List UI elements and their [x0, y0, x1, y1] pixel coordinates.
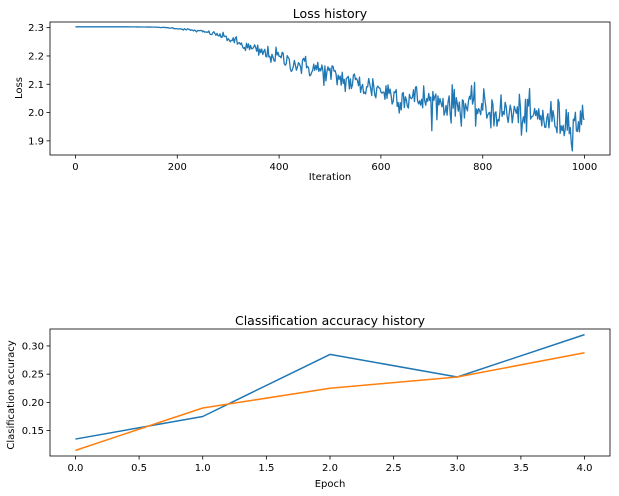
loss-y-label: Loss: [14, 77, 25, 99]
loss-x-tick-label: 400: [270, 162, 289, 173]
accuracy-x-tick-label: 3.5: [513, 463, 529, 474]
accuracy-y-tick-label: 0.20: [22, 398, 44, 409]
loss-x-tick-label: 200: [168, 162, 187, 173]
loss-x-tick-label: 800: [473, 162, 492, 173]
accuracy-y-tick-label: 0.25: [22, 370, 44, 381]
accuracy-y-label: Clasification accuracy: [6, 340, 17, 449]
loss-y-tick-label: 2.2: [28, 51, 44, 62]
accuracy-y-ticks: 0.15 0.20 0.25 0.30: [22, 341, 50, 437]
accuracy-series-line-0: [75, 333, 585, 440]
accuracy-chart-title: Classification accuracy history: [235, 313, 426, 328]
loss-x-tick-label: 600: [371, 162, 390, 173]
accuracy-y-tick-label: 0.15: [22, 426, 44, 437]
accuracy-x-tick-label: 1.0: [195, 463, 211, 474]
loss-plot-area: [75, 26, 585, 152]
loss-y-ticks: 1.9 2.0 2.1 2.2 2.3: [28, 23, 50, 147]
accuracy-x-label: Epoch: [315, 479, 346, 490]
accuracy-x-tick-label: 2.0: [322, 463, 338, 474]
loss-x-tick-label: 1000: [572, 162, 597, 173]
loss-x-ticks: 0 200 400 600 800 1000: [72, 155, 597, 173]
accuracy-y-tick-label: 0.30: [22, 341, 44, 352]
loss-y-tick-label: 1.9: [28, 136, 44, 147]
loss-y-tick-label: 2.0: [28, 108, 44, 119]
loss-y-tick-label: 2.1: [28, 80, 44, 91]
accuracy-axes-frame: [49, 328, 611, 457]
accuracy-x-tick-label: 0.0: [68, 463, 84, 474]
loss-chart: Loss history 0 200 400 600 800 1000 1.9 2.0 2.1…: [14, 6, 611, 183]
accuracy-plot-area: [75, 333, 585, 452]
accuracy-chart: Classification accuracy history 0.0 0.5 1.…: [6, 313, 611, 490]
loss-y-tick-label: 2.3: [28, 23, 44, 34]
loss-chart-title: Loss history: [293, 6, 368, 21]
accuracy-x-tick-label: 1.5: [258, 463, 274, 474]
accuracy-x-tick-label: 2.5: [386, 463, 402, 474]
loss-x-tick-label: 0: [72, 162, 78, 173]
accuracy-x-ticks: 0.0 0.5 1.0 1.5 2.0 2.5 3.0 3.5 4.0: [68, 456, 593, 474]
loss-series-line-0: [75, 26, 585, 152]
loss-axes-frame: [49, 21, 611, 156]
accuracy-x-tick-label: 3.0: [449, 463, 465, 474]
loss-x-label: Iteration: [309, 172, 351, 183]
accuracy-x-tick-label: 4.0: [577, 463, 593, 474]
accuracy-x-tick-label: 0.5: [131, 463, 147, 474]
accuracy-series-line-1: [75, 351, 585, 452]
